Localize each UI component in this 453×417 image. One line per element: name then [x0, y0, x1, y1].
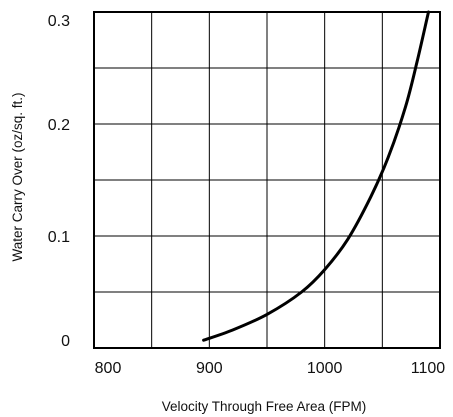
- series-line: [202, 10, 430, 342]
- grid: [94, 12, 440, 348]
- y-tick-label: 0.2: [48, 117, 70, 134]
- y-axis-label: Water Carry Over (oz/sq. ft.): [10, 92, 25, 261]
- x-axis-label: Velocity Through Free Area (FPM): [162, 399, 367, 414]
- x-tick-label: 900: [196, 360, 223, 377]
- x-tick-label: 1000: [307, 360, 343, 377]
- x-tick-label: 800: [95, 360, 122, 377]
- y-tick-label: 0: [61, 333, 70, 350]
- plot-frame: [93, 11, 441, 349]
- y-tick-label: 0.1: [48, 229, 70, 246]
- y-tick-label: 0.3: [48, 13, 70, 30]
- x-tick-label: 1100: [411, 360, 446, 377]
